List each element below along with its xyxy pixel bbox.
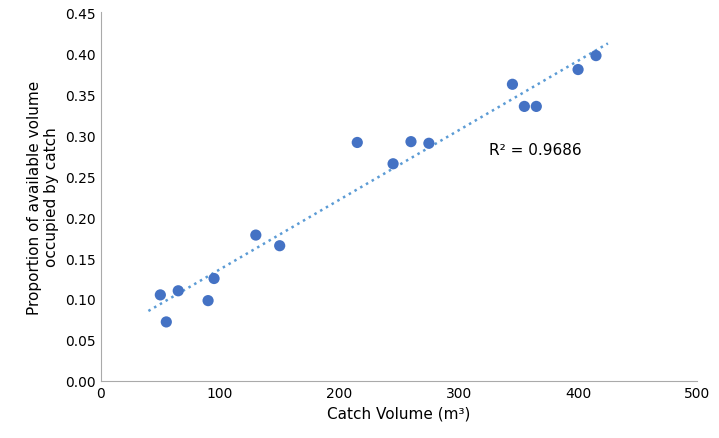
Point xyxy=(507,81,518,88)
Point xyxy=(518,104,530,111)
Point xyxy=(274,243,285,250)
Text: R² = 0.9686: R² = 0.9686 xyxy=(489,143,581,158)
Point xyxy=(388,161,399,168)
Point xyxy=(406,139,417,146)
Point xyxy=(250,232,262,239)
Y-axis label: Proportion of available volume
occupied by catch: Proportion of available volume occupied … xyxy=(27,80,60,314)
Point xyxy=(423,141,434,148)
Point xyxy=(209,276,220,283)
Point xyxy=(155,292,166,299)
Point xyxy=(202,297,214,304)
X-axis label: Catch Volume (m³): Catch Volume (m³) xyxy=(327,406,471,420)
Point xyxy=(531,104,542,111)
Point xyxy=(572,67,584,74)
Point xyxy=(160,319,172,326)
Point xyxy=(173,288,184,295)
Point xyxy=(352,140,363,147)
Point xyxy=(590,53,602,60)
